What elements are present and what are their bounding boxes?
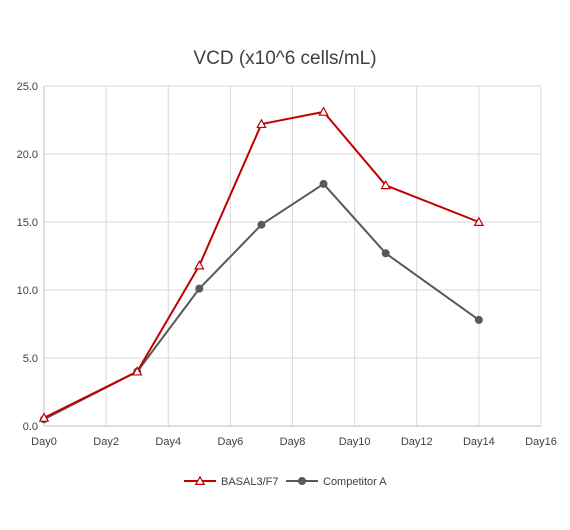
- data-point: [257, 220, 266, 229]
- y-tick-label: 25.0: [17, 81, 38, 93]
- data-point: [319, 179, 328, 188]
- x-tick-label: Day8: [280, 436, 306, 448]
- legend[interactable]: BASAL3/F7 Competitor A: [184, 475, 387, 488]
- data-point: [473, 216, 485, 226]
- legend-item[interactable]: BASAL3/F7: [184, 475, 278, 488]
- legend-label: BASAL3/F7: [221, 476, 278, 488]
- legend-marker: [194, 475, 206, 485]
- x-tick-label: Day4: [155, 436, 181, 448]
- chart-title: VCD (x10^6 cells/mL): [193, 48, 376, 69]
- x-tick-label: Day16: [525, 436, 557, 448]
- data-point: [195, 284, 204, 293]
- data-point: [256, 118, 267, 129]
- data-point: [194, 260, 205, 270]
- data-point: [131, 366, 143, 376]
- data-series: [38, 106, 485, 424]
- y-tick-label: 15.0: [17, 217, 38, 229]
- y-tick-label: 0.0: [23, 421, 38, 433]
- x-tick-label: Day12: [401, 436, 433, 448]
- y-tick-label: 10.0: [17, 285, 38, 297]
- y-tick-label: 20.0: [17, 149, 38, 161]
- data-point: [318, 106, 329, 116]
- grid-lines: [44, 85, 542, 426]
- series-line: [43, 182, 480, 421]
- data-point: [474, 315, 483, 324]
- data-point: [380, 179, 391, 190]
- tick-labels: 0.0 5.0 10.0 15.0 20.0 25.0 Day0 Day2 Day4 Day6 Da…: [17, 81, 557, 448]
- legend-label: Competitor A: [323, 476, 387, 488]
- x-tick-label: Day14: [463, 436, 495, 448]
- x-tick-label: Day10: [339, 436, 371, 448]
- y-tick-label: 5.0: [23, 353, 38, 365]
- legend-item[interactable]: Competitor A: [286, 476, 387, 488]
- x-tick-label: Day6: [218, 436, 244, 448]
- data-point: [381, 249, 390, 258]
- x-tick-label: Day0: [31, 436, 57, 448]
- legend-marker: [297, 476, 306, 485]
- series-line: [43, 110, 480, 419]
- x-tick-label: Day2: [93, 436, 119, 448]
- data-point: [38, 412, 50, 422]
- series-1: [38, 106, 485, 422]
- axes: [43, 86, 541, 427]
